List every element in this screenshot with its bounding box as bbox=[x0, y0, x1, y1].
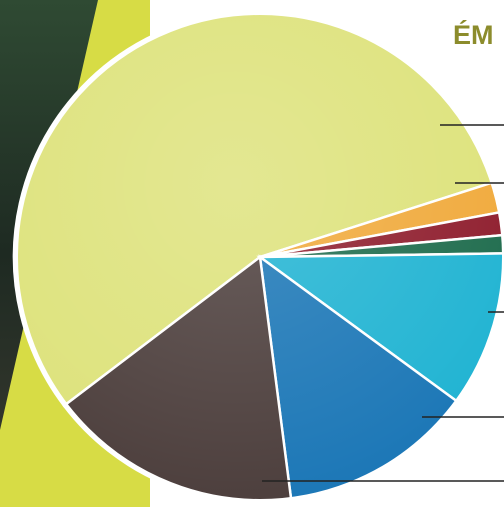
pie-rim bbox=[14, 11, 504, 503]
leader-lines bbox=[262, 124, 504, 482]
chart-title: ÉM bbox=[453, 19, 494, 50]
